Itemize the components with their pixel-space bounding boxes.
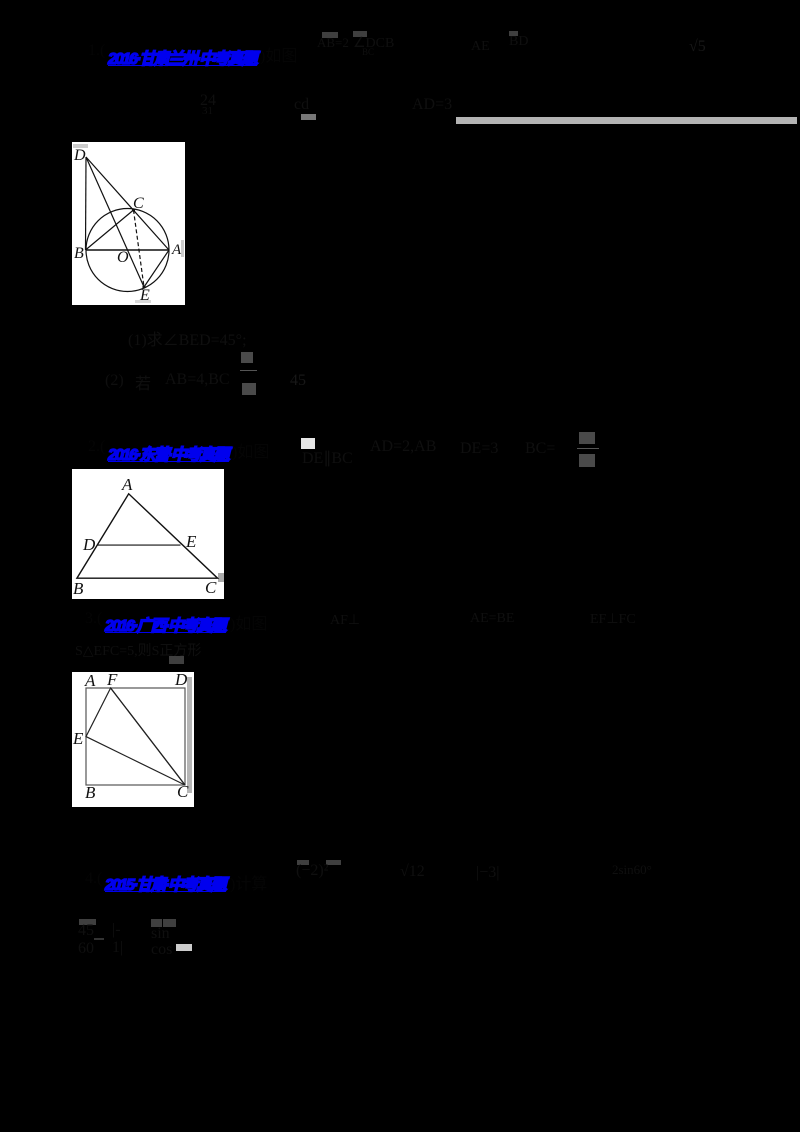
svg-text:A: A	[121, 475, 133, 494]
svg-text:A: A	[84, 672, 96, 690]
svg-text:C: C	[205, 578, 217, 597]
svg-text:B: B	[74, 245, 84, 262]
svg-text:A: A	[171, 242, 182, 258]
svg-text:D: D	[73, 147, 86, 164]
svg-text:E: E	[185, 532, 197, 551]
svg-text:E: E	[72, 729, 84, 748]
svg-text:C: C	[177, 782, 189, 801]
svg-text:D: D	[82, 535, 96, 554]
svg-text:B: B	[73, 579, 84, 598]
svg-text:E: E	[139, 287, 150, 304]
svg-text:O: O	[117, 249, 129, 266]
svg-text:B: B	[85, 783, 96, 802]
svg-text:F: F	[106, 672, 118, 689]
svg-text:D: D	[174, 672, 188, 689]
svg-text:C: C	[133, 195, 144, 212]
